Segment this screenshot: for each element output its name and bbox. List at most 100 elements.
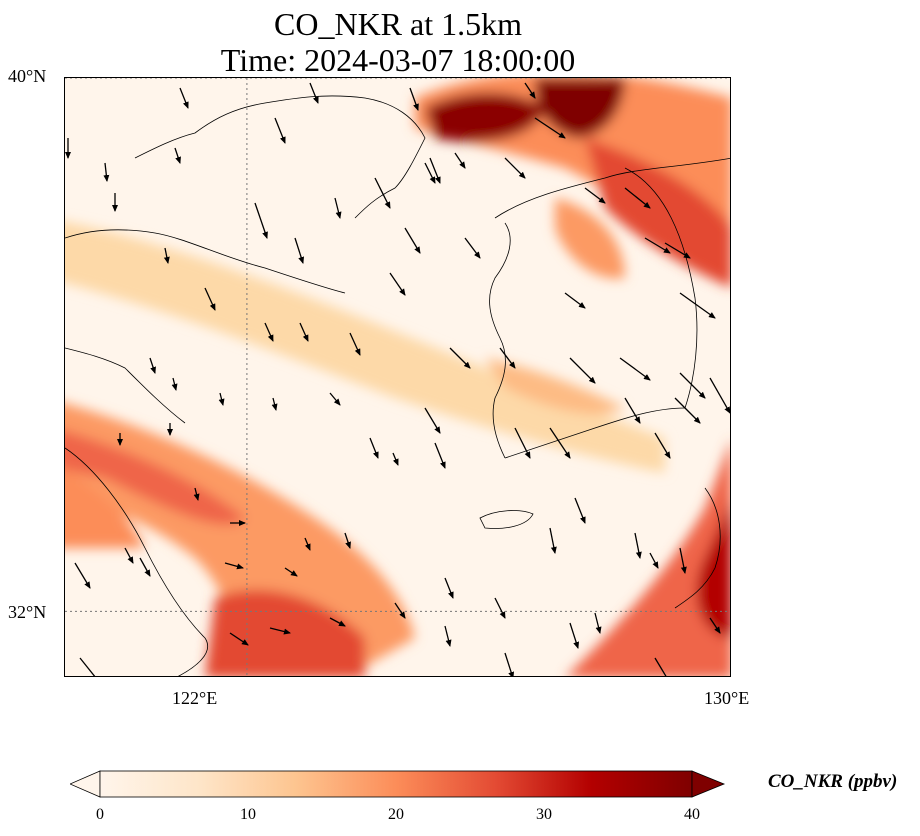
wind-arrow	[424, 407, 441, 434]
wind-arrow	[163, 247, 170, 264]
colorbar-tick-20: 20	[388, 806, 404, 823]
wind-arrow	[624, 187, 651, 209]
wind-arrow	[594, 612, 602, 634]
wind-arrow	[329, 617, 346, 627]
map-panel	[64, 77, 731, 677]
plume-southwest-core	[65, 430, 245, 525]
lat-label-32n: 32°N	[8, 602, 47, 622]
wind-arrow	[434, 442, 446, 469]
wind-arrow	[409, 87, 419, 111]
wind-arrow	[569, 622, 580, 649]
wind-arrow	[124, 547, 134, 564]
wind-arrow	[374, 177, 391, 209]
wind-arrow	[679, 292, 716, 319]
lon-label-130e: 130°E	[704, 688, 750, 708]
wind-arrow	[524, 82, 536, 99]
colorbar-label: CO_NKR (ppbv)	[768, 771, 898, 792]
coast-japan	[674, 487, 721, 609]
wind-arrow	[264, 322, 274, 342]
lon-label-122e: 122°E	[172, 688, 218, 708]
wind-arrow	[74, 562, 91, 589]
wind-arrow	[193, 487, 200, 501]
colorbar-extend-high	[691, 770, 726, 798]
wind-arrow	[404, 227, 421, 254]
wind-arrow	[709, 377, 730, 414]
wind-arrow	[444, 625, 452, 647]
wind-vectors	[65, 82, 730, 676]
wind-arrow	[139, 557, 151, 577]
wind-arrow	[344, 532, 351, 549]
plume-west-band	[65, 221, 665, 473]
map-title: CO_NKR at 1.5km	[274, 6, 522, 42]
wind-arrow	[464, 237, 481, 259]
wind-arrow	[224, 562, 244, 570]
wind-arrow	[309, 82, 319, 104]
map-canvas	[65, 78, 730, 676]
wind-arrow	[564, 292, 586, 309]
wind-arrow	[218, 392, 225, 406]
wind-arrow	[574, 497, 586, 524]
gridlines	[65, 78, 730, 676]
wind-arrow	[304, 537, 311, 551]
plume-northeast-core2	[535, 78, 625, 138]
wind-arrow	[171, 377, 178, 391]
wind-arrow	[664, 242, 691, 259]
plume-southeast	[566, 443, 730, 676]
wind-arrow	[334, 197, 342, 219]
wind-arrow	[649, 552, 659, 569]
wind-arrow	[294, 237, 305, 264]
wind-arrow	[444, 577, 454, 599]
wind-arrow	[504, 157, 526, 179]
plume-southeast-core	[696, 502, 730, 638]
wind-arrow	[369, 437, 379, 459]
coast-korea-west	[489, 222, 511, 459]
lat-label-40n: 40°N	[8, 66, 47, 86]
colorbar-body	[99, 770, 693, 798]
plume-central	[485, 358, 625, 415]
wind-arrow	[389, 272, 406, 296]
wind-arrow	[254, 202, 268, 239]
wind-arrow	[569, 357, 596, 384]
wind-arrow	[274, 117, 286, 144]
wind-arrow	[429, 157, 441, 184]
wind-arrow	[271, 397, 278, 411]
wind-arrow	[549, 427, 571, 459]
coast-korea-east	[624, 167, 698, 409]
wind-arrow	[149, 357, 156, 374]
colorbar	[70, 770, 726, 798]
colorbar-tick-0: 0	[96, 806, 104, 823]
wind-arrow	[499, 347, 516, 369]
coast-jiangsu	[65, 347, 186, 424]
wind-arrow	[349, 332, 361, 356]
colorbar-extend-low	[70, 770, 101, 798]
wind-arrow	[679, 372, 706, 399]
coast-korea-south	[504, 407, 686, 459]
wind-arrow	[424, 162, 436, 184]
wind-arrow	[504, 652, 515, 676]
wind-arrow	[584, 187, 606, 204]
wind-arrow	[514, 427, 531, 459]
plume-west-edge	[65, 468, 145, 548]
coast-jeju	[479, 510, 534, 529]
wind-arrow	[644, 237, 671, 254]
wind-arrow	[494, 597, 506, 619]
wind-arrow	[534, 117, 566, 139]
colorbar-tick-10: 10	[240, 806, 256, 823]
coast-yangtze	[65, 447, 208, 676]
wind-arrow	[269, 627, 291, 635]
wind-arrow	[654, 657, 667, 676]
map-subtitle-time: Time: 2024-03-07 18:00:00	[220, 42, 576, 78]
wind-arrow	[624, 397, 641, 424]
wind-arrow	[549, 527, 557, 554]
wind-arrow	[179, 87, 189, 109]
wind-arrow	[299, 322, 309, 342]
wind-arrow	[709, 617, 721, 634]
wind-arrow	[634, 532, 642, 559]
colorbar-tick-40: 40	[684, 806, 700, 823]
wind-arrow	[284, 567, 298, 577]
wind-arrow	[392, 452, 399, 466]
coastlines	[65, 95, 730, 676]
wind-arrow	[619, 357, 651, 381]
wind-arrow	[679, 547, 687, 574]
wind-arrow	[79, 657, 96, 676]
